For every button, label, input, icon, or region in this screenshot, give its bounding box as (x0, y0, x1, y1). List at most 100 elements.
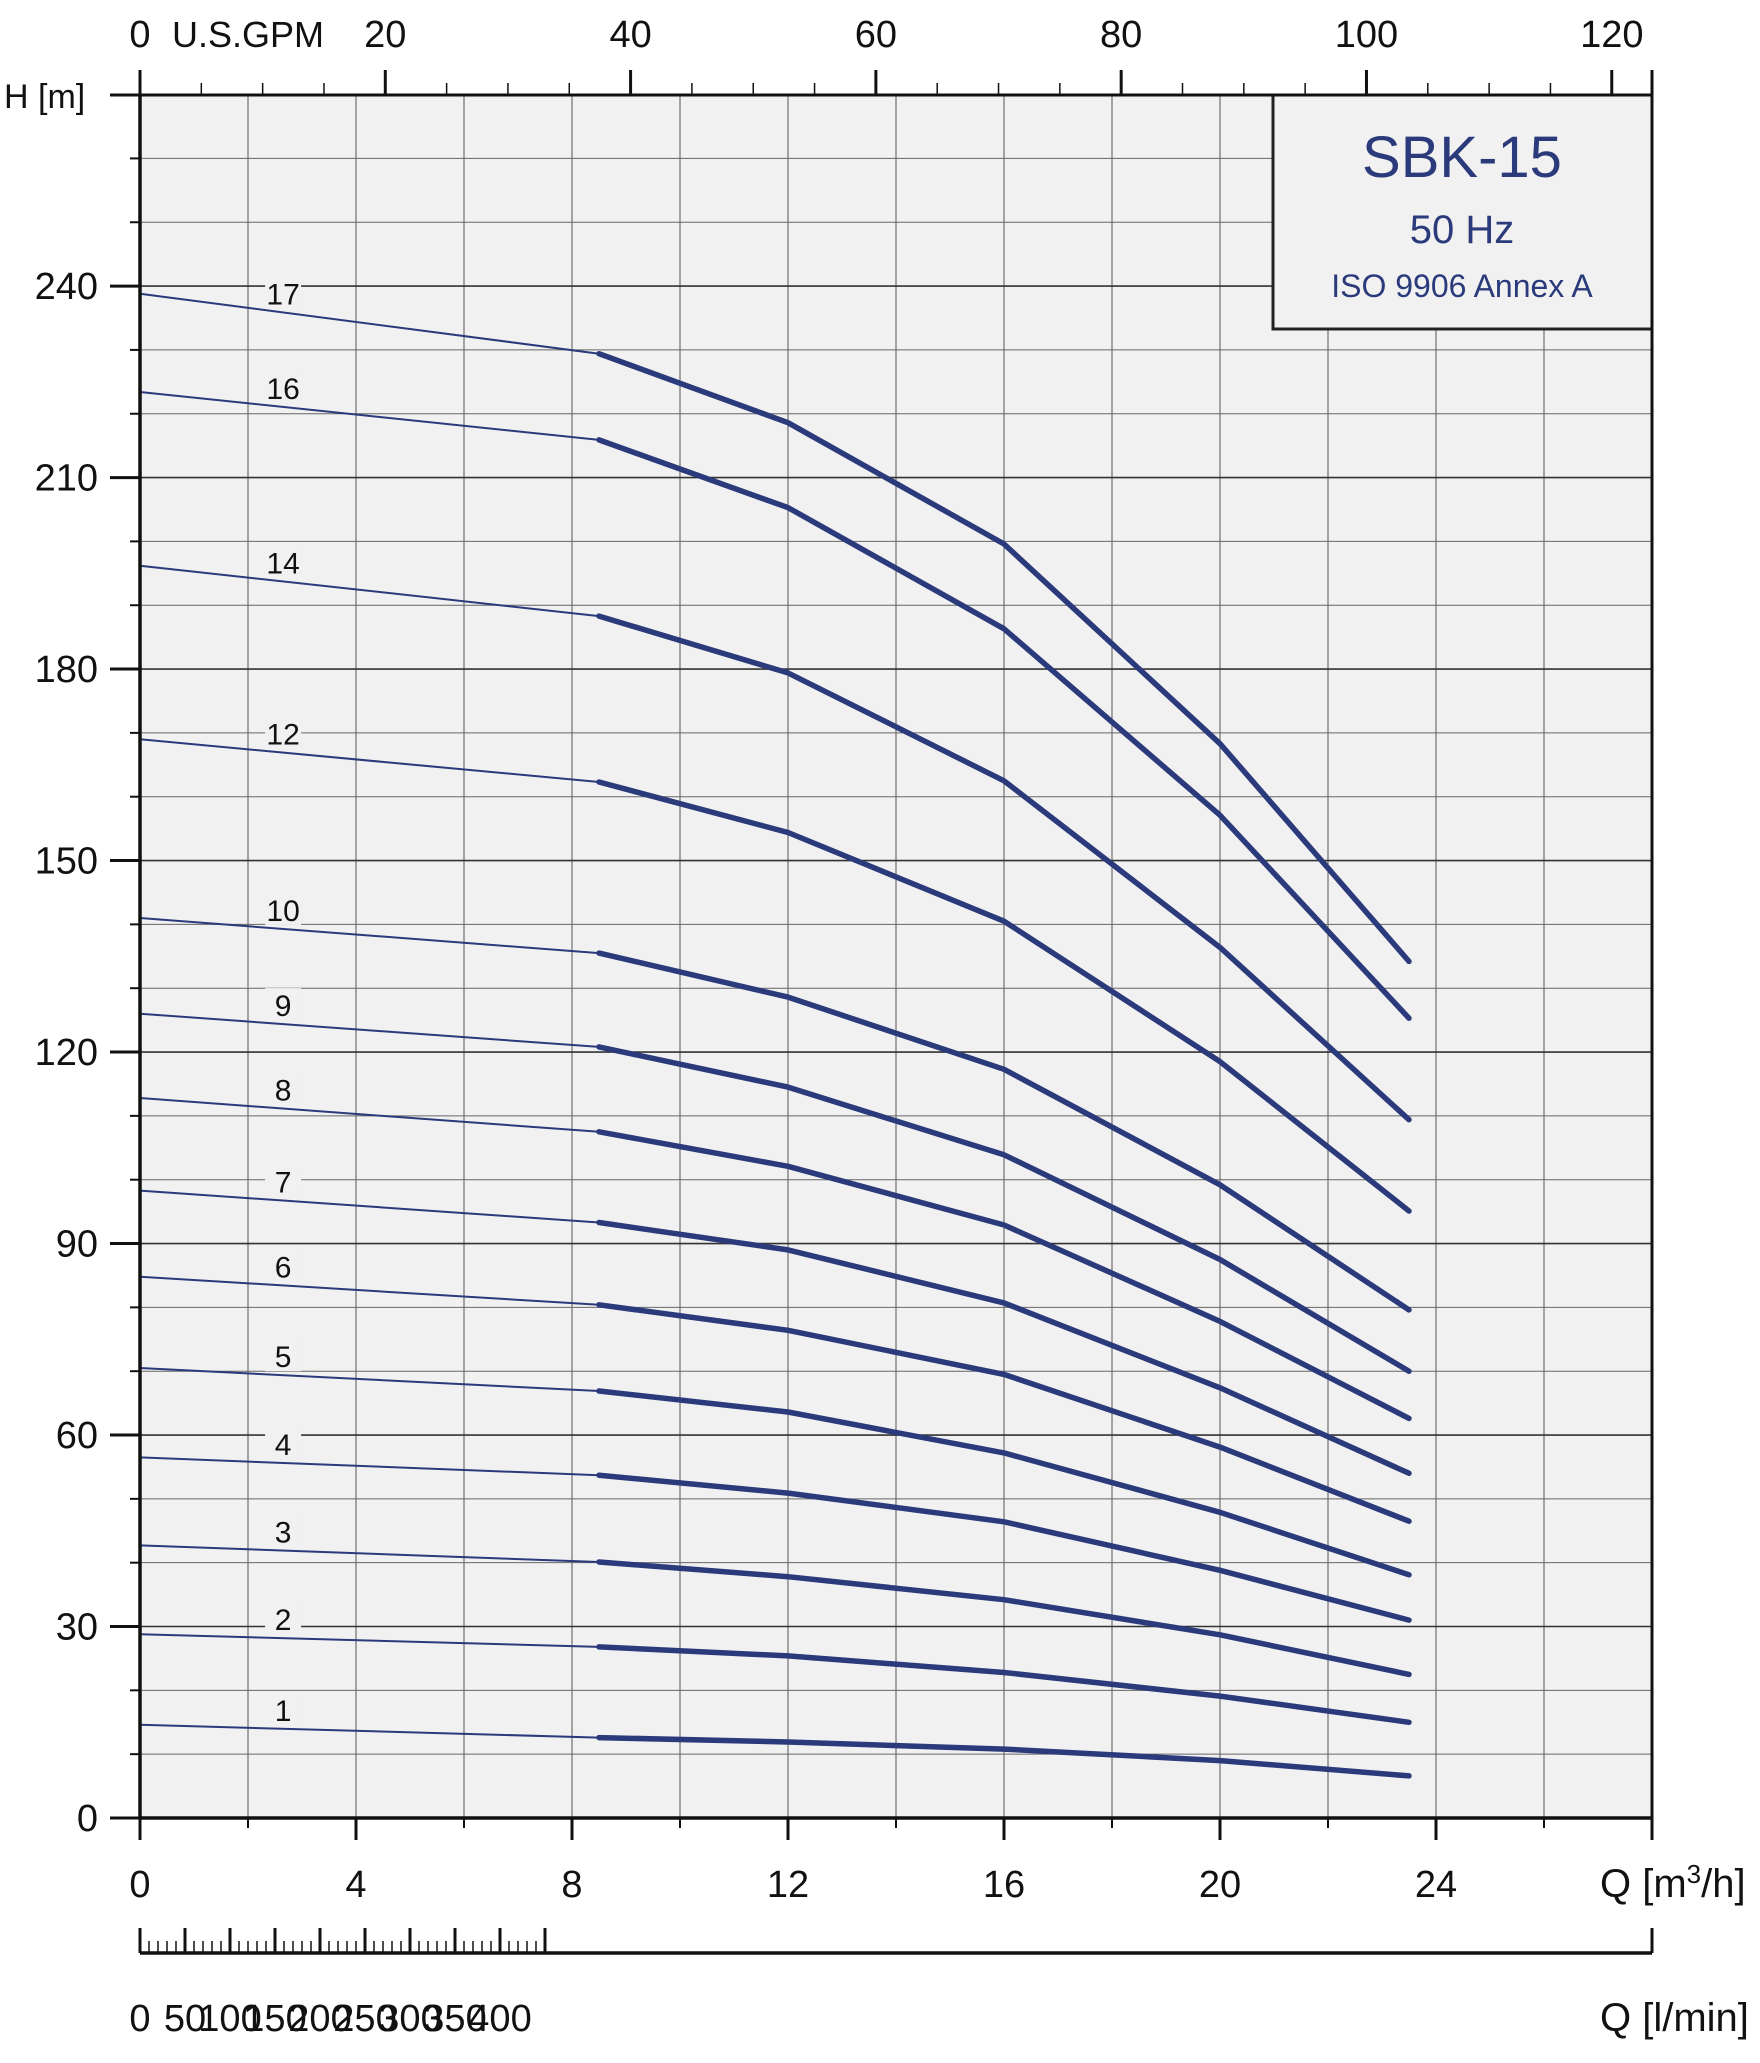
curve-label-7: 7 (275, 1167, 292, 1200)
curve-label-10: 10 (266, 895, 299, 928)
x-tick-label: 8 (561, 1864, 582, 1906)
curve-1-extended-range (139, 1723, 600, 1739)
curve-12 (596, 779, 1412, 1214)
curve-label-bg-17 (265, 276, 302, 309)
y-tick-label: 120 (35, 1032, 98, 1074)
y-tick-label: 210 (35, 458, 98, 500)
lmin-tick-label: 300 (378, 1998, 441, 2040)
curve-label-17: 17 (266, 278, 299, 311)
y-tick-label: 90 (56, 1224, 98, 1266)
lmin-tick-label: 0 (129, 1998, 150, 2040)
curve-14 (596, 613, 1412, 1123)
curve-label-bg-3 (265, 1514, 302, 1547)
lmin-tick-label: 100 (198, 1998, 261, 2040)
curve-label-bg-10 (265, 892, 302, 925)
x-axis-label: Q [m3/h] (1600, 1859, 1746, 1906)
curve-4-extended-range (139, 1456, 600, 1477)
curve-14-extended-range (139, 564, 600, 618)
x-tick-label: 16 (983, 1864, 1025, 1906)
curve-label-bg-16 (265, 370, 302, 403)
curve-1 (596, 1734, 1412, 1779)
x-axis-label-tail: /h] (1701, 1862, 1745, 1906)
curve-16 (596, 437, 1412, 1021)
curve-label-bg-1 (265, 1692, 302, 1725)
lmin-tick-label: 400 (468, 1998, 531, 2040)
curve-label-3: 3 (275, 1517, 292, 1550)
y-tick-label: 240 (35, 266, 98, 308)
curve-label-2: 2 (275, 1604, 292, 1637)
y-tick-label: 0 (77, 1798, 98, 1840)
gpm-tick-label: 80 (1100, 14, 1142, 56)
x-axis-label-sup: 3 (1687, 1859, 1701, 1889)
curve-12-extended-range (139, 738, 600, 783)
lmin-tick-label: 150 (243, 1998, 306, 2040)
curve-label-bg-5 (265, 1339, 302, 1372)
title-box: SBK-15 50 Hz ISO 9906 Annex A (1271, 93, 1654, 331)
curve-9-extended-range (139, 1012, 600, 1048)
curve-label-16: 16 (266, 373, 299, 406)
curve-5 (596, 1388, 1412, 1578)
chart-standard: ISO 9906 Annex A (1331, 268, 1593, 304)
curve-17 (596, 350, 1412, 965)
chart-title: SBK-15 (1362, 125, 1562, 190)
curve-label-9: 9 (275, 990, 292, 1023)
lmin-tick-label: 50 (164, 1998, 206, 2040)
lmin-tick-label: 250 (333, 1998, 396, 2040)
x-tick-label: 20 (1199, 1864, 1241, 1906)
x-tick-label: 24 (1415, 1864, 1457, 1906)
curve-2 (596, 1644, 1412, 1726)
curve-3-extended-range (139, 1544, 600, 1563)
curve-3 (596, 1559, 1412, 1678)
curve-label-12: 12 (266, 719, 299, 752)
curve-2-extended-range (139, 1633, 600, 1648)
curve-6-extended-range (139, 1275, 600, 1306)
title-box-frame (1271, 93, 1654, 331)
y-tick-label: 150 (35, 841, 98, 883)
curve-label-bg-14 (265, 545, 302, 578)
curve-17-extended-range (139, 292, 600, 355)
y-tick-label: 30 (56, 1607, 98, 1649)
curve-label-bg-7 (265, 1164, 302, 1197)
gpm-tick-label: 20 (364, 14, 406, 56)
lmin-tick-label: 350 (423, 1998, 486, 2040)
x-axis-label-main: Q [m (1600, 1862, 1687, 1906)
x-tick-label: 0 (129, 1864, 150, 1906)
x-tick-label: 12 (767, 1864, 809, 1906)
curve-8 (596, 1129, 1412, 1422)
curve-label-bg-8 (265, 1072, 302, 1105)
gpm-tick-label: 60 (855, 14, 897, 56)
curve-label-bg-4 (265, 1426, 302, 1459)
x-tick-label: 4 (345, 1864, 366, 1906)
gpm-tick-label: 40 (609, 14, 651, 56)
curve-label-bg-6 (265, 1249, 302, 1282)
curve-label-bg-12 (265, 716, 302, 749)
curve-10 (596, 950, 1412, 1313)
curve-label-bg-9 (265, 988, 302, 1021)
curve-label-14: 14 (266, 547, 299, 580)
bottom-axis-label: Q [l/min] (1600, 1996, 1749, 2040)
gpm-tick-label: 0 (129, 14, 150, 56)
curve-10-extended-range (139, 917, 600, 955)
curve-7 (596, 1219, 1412, 1477)
curve-label-8: 8 (275, 1075, 292, 1108)
curve-7-extended-range (139, 1189, 600, 1224)
curve-9 (596, 1044, 1412, 1374)
curve-16-extended-range (139, 391, 600, 441)
chart-subtitle: 50 Hz (1410, 208, 1515, 252)
curve-6 (596, 1302, 1412, 1524)
gpm-tick-label: 100 (1335, 14, 1398, 56)
curve-label-6: 6 (275, 1251, 292, 1284)
y-tick-label: 180 (35, 649, 98, 691)
top-axis-label: U.S.GPM (172, 14, 324, 55)
y-tick-label: 60 (56, 1415, 98, 1457)
y-axis-label: H [m] (4, 78, 85, 116)
lmin-tick-label: 200 (288, 1998, 351, 2040)
pump-curves (139, 292, 1412, 1779)
curve-label-5: 5 (275, 1341, 292, 1374)
curve-4 (596, 1472, 1412, 1623)
curve-label-1: 1 (275, 1695, 292, 1728)
